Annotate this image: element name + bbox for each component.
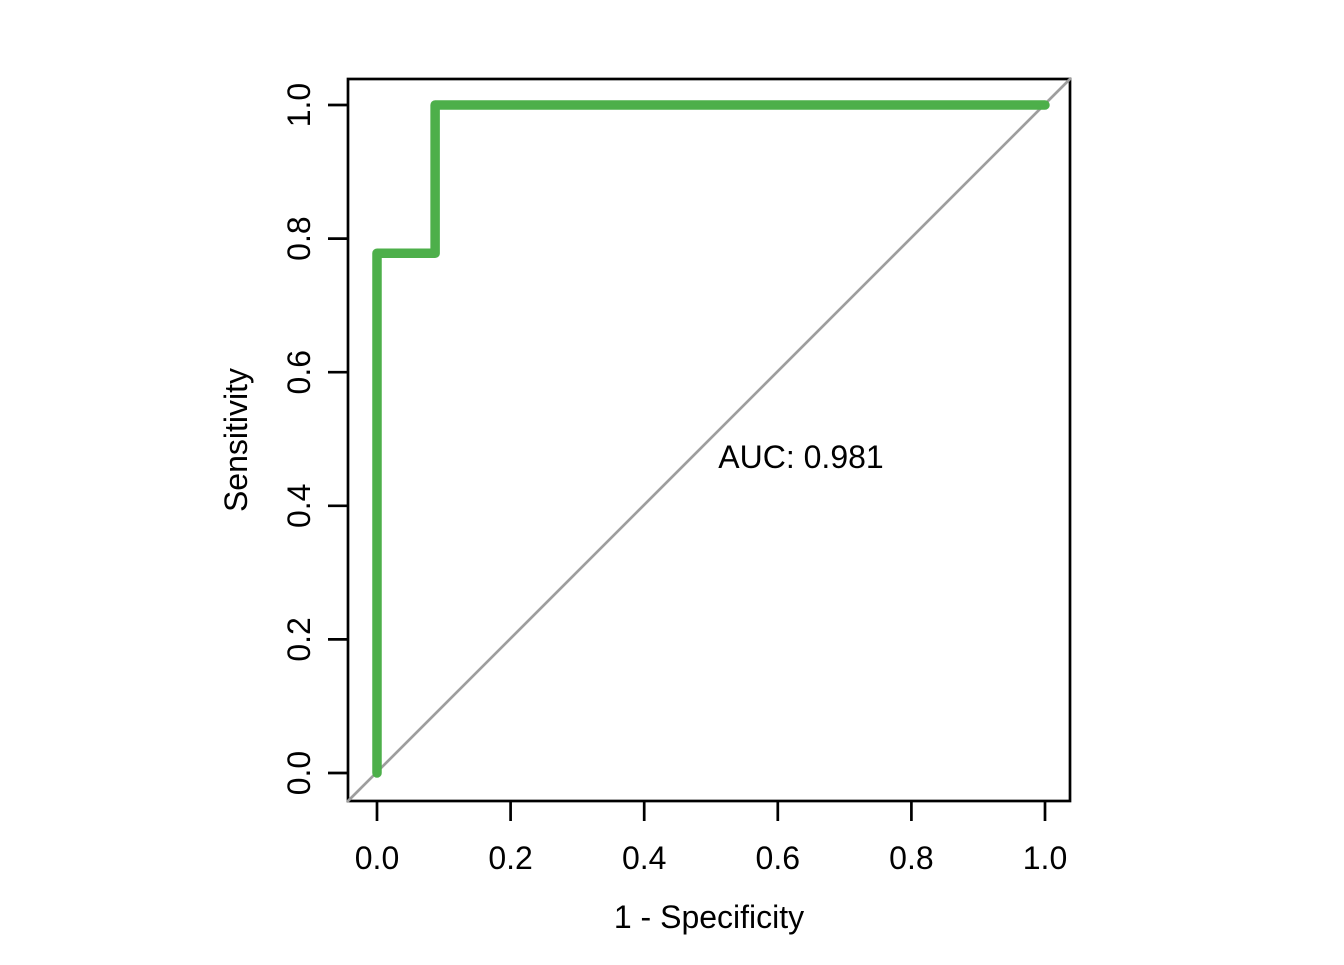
series-layer: [346, 77, 1072, 803]
x-axis: 0.0 0.2 0.4 0.6 0.8 1.0: [355, 801, 1067, 876]
chance-diagonal: [346, 77, 1072, 803]
x-axis-tick-label-5: 1.0: [1023, 840, 1067, 876]
y-axis-tick-label-4: 0.8: [281, 216, 317, 260]
y-axis-tick-label-5: 1.0: [281, 83, 317, 127]
x-axis-title: 1 - Specificity: [614, 899, 804, 935]
y-axis-tick-label-3: 0.6: [281, 350, 317, 394]
x-axis-tick-label-4: 0.8: [889, 840, 933, 876]
plot-box: [346, 77, 1072, 803]
y-axis-tick-label-2: 0.4: [281, 484, 317, 528]
x-axis-tick-label-0: 0.0: [355, 840, 399, 876]
y-axis-title: Sensitivity: [218, 368, 254, 512]
x-axis-tick-label-2: 0.4: [622, 840, 666, 876]
roc-curve: [372, 100, 1050, 778]
x-axis-tick-label-1: 0.2: [488, 840, 532, 876]
y-axis-tick-label-0: 0.0: [281, 751, 317, 795]
x-axis-tick-label-3: 0.6: [756, 840, 800, 876]
auc-label: AUC: 0.981: [718, 439, 883, 475]
y-axis-tick-label-1: 0.2: [281, 617, 317, 661]
y-axis: 0.0 0.2 0.4 0.6 0.8 1.0: [281, 83, 348, 795]
